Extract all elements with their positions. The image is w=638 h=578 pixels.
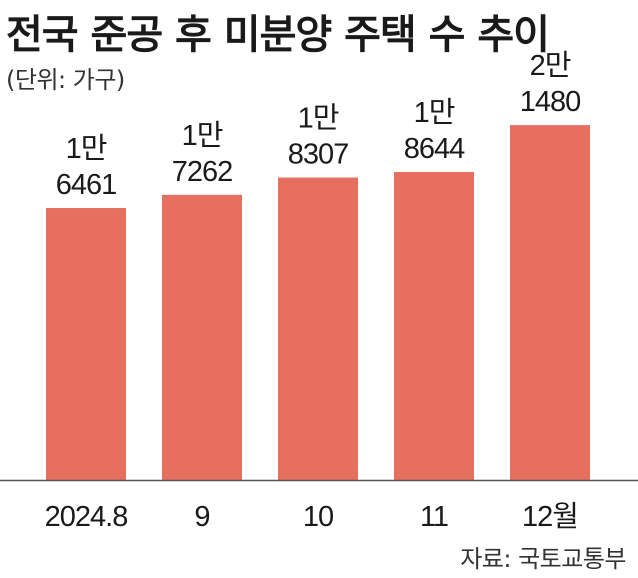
x-tick-label-3: 11 — [420, 501, 448, 533]
data-label-top-4: 2만 — [530, 50, 571, 82]
x-tick-label-0: 2024.8 — [45, 501, 128, 533]
data-label-top-1: 1만 — [182, 120, 223, 152]
x-tick-label-2: 10 — [303, 501, 333, 533]
bar-4 — [510, 125, 590, 481]
chart-title: 전국 준공 후 미분양 주택 수 추이 — [6, 12, 550, 58]
data-label-top-3: 1만 — [414, 97, 455, 129]
x-tick-label-1: 9 — [194, 501, 209, 533]
data-label-bottom-0: 6461 — [56, 169, 117, 201]
source-label: 자료: 국토교통부 — [460, 545, 626, 573]
data-label-top-0: 1만 — [66, 133, 107, 165]
x-tick-label-4: 12월 — [522, 500, 578, 533]
data-label-top-2: 1만 — [298, 103, 339, 135]
bar-2 — [278, 177, 358, 481]
data-label-bottom-1: 7262 — [172, 156, 233, 188]
data-label-bottom-2: 8307 — [288, 139, 349, 171]
data-label-bottom-4: 1480 — [520, 86, 581, 118]
unit-label: (단위: 가구) — [6, 66, 125, 94]
bar-1 — [162, 194, 242, 480]
data-label-bottom-3: 8644 — [404, 133, 465, 165]
bar-0 — [46, 208, 126, 480]
bar-3 — [394, 171, 474, 480]
